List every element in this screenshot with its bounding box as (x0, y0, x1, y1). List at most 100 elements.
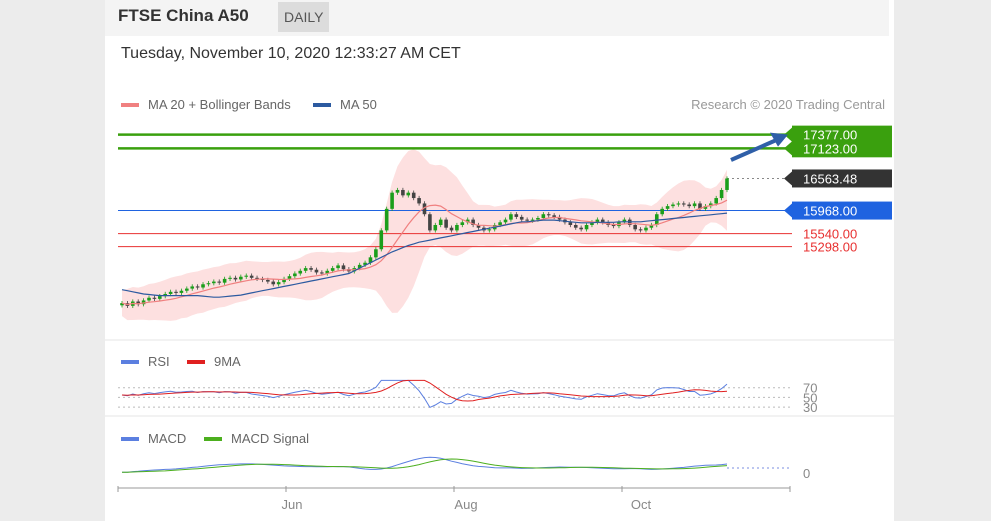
candle-body (536, 217, 540, 220)
candle-body (195, 286, 200, 288)
candle-body (249, 275, 254, 278)
candle-body (725, 178, 729, 190)
candle-body (147, 297, 151, 301)
macd-panel: 0 (121, 456, 810, 481)
legend-label: MA 20 + Bollinger Bands (148, 97, 291, 112)
x-tick-label: Oct (631, 497, 652, 512)
candle-body (417, 198, 421, 204)
legend-label: RSI (148, 354, 170, 369)
chart-header (105, 0, 889, 36)
candle-body (465, 219, 470, 223)
candle-body (201, 284, 205, 288)
candle-body (649, 225, 654, 228)
legend-9ma: 9MA (187, 354, 241, 369)
rsi-level-label: 50 (803, 390, 817, 405)
candle-body (320, 272, 324, 274)
candle-body (692, 203, 697, 207)
price-level-box (792, 201, 892, 220)
candle-body (152, 297, 157, 299)
candle-body (703, 206, 708, 209)
legend-swatch (121, 102, 139, 107)
ma50-line (121, 212, 728, 298)
candle-body (141, 300, 146, 305)
legend-macd: MACD (121, 431, 186, 446)
candle-body (309, 268, 313, 270)
candle-body (449, 227, 454, 231)
legend-label: MACD (148, 431, 187, 446)
x-tick-label: Aug (454, 497, 477, 512)
candle-body (401, 189, 405, 196)
price-level-label: 16563.48 (803, 171, 857, 186)
price-level-label: 15540.00 (803, 227, 857, 242)
research-credit: Research © 2020 Trading Central (691, 97, 885, 112)
rsi-level-label: 70 (803, 381, 817, 396)
candles (120, 176, 729, 308)
candle-body (546, 214, 551, 216)
candle-body (573, 225, 578, 228)
legend-swatch (187, 359, 205, 364)
candle-body (271, 281, 276, 285)
candle-body (390, 192, 394, 209)
candle-body (487, 229, 492, 231)
candle-body (676, 203, 681, 205)
candle-body (552, 215, 556, 217)
candle-body (541, 214, 546, 218)
candle-body (293, 273, 297, 277)
candle-body (455, 225, 459, 231)
candle-body (212, 281, 216, 284)
price-level-box (792, 139, 892, 158)
candle-body (638, 229, 643, 231)
candle-body (600, 219, 605, 223)
candle-body (411, 192, 416, 199)
price-level-label: 17377.00 (803, 128, 857, 143)
price-level-pointer (784, 203, 792, 218)
candle-body (590, 222, 594, 225)
candle-body (384, 208, 389, 231)
candle-body (357, 264, 362, 269)
candle-body (665, 206, 670, 209)
candle-body (298, 270, 303, 274)
candle-body (287, 276, 292, 279)
candle-body (519, 216, 524, 220)
candle-body (460, 222, 465, 225)
legend-label: MACD Signal (231, 431, 310, 446)
rsi-9ma-line (121, 379, 728, 402)
candle-body (557, 216, 562, 220)
candle-body (174, 291, 178, 293)
price-level-pointer (784, 141, 792, 156)
bollinger-band (122, 149, 727, 321)
candle-body (120, 303, 124, 306)
candle-body (222, 278, 227, 283)
legend-ma20-bollinger: MA 20 + Bollinger Bands (121, 97, 291, 112)
rsi-level-label: 30 (803, 400, 817, 415)
candle-body (433, 225, 438, 231)
candle-body (471, 219, 475, 225)
candle-body (530, 219, 535, 221)
candle-body (266, 279, 270, 282)
candle-body (671, 204, 675, 207)
candle-body (190, 286, 195, 289)
price-level-label: 15298.00 (803, 240, 857, 255)
bollinger-fill (122, 149, 727, 321)
candle-body (303, 268, 308, 271)
candle-body (498, 222, 502, 225)
price-level-box (792, 169, 892, 188)
legend-label: MA 50 (340, 97, 377, 112)
candle-body (698, 203, 702, 209)
candle-body (503, 219, 508, 223)
candle-body (179, 290, 184, 293)
moving-averages (121, 199, 728, 306)
legend-macd-signal: MACD Signal (204, 431, 309, 446)
interval-button[interactable]: DAILY (278, 2, 330, 32)
candle-body (168, 291, 173, 294)
candle-body (374, 249, 378, 258)
candle-body (158, 296, 162, 299)
candle-body (314, 269, 319, 273)
candle-body (622, 219, 627, 223)
candle-body (438, 219, 443, 225)
price-level-label: 15968.00 (803, 204, 857, 219)
instrument-title: FTSE China A50 (118, 6, 249, 25)
candle-body (681, 203, 686, 205)
